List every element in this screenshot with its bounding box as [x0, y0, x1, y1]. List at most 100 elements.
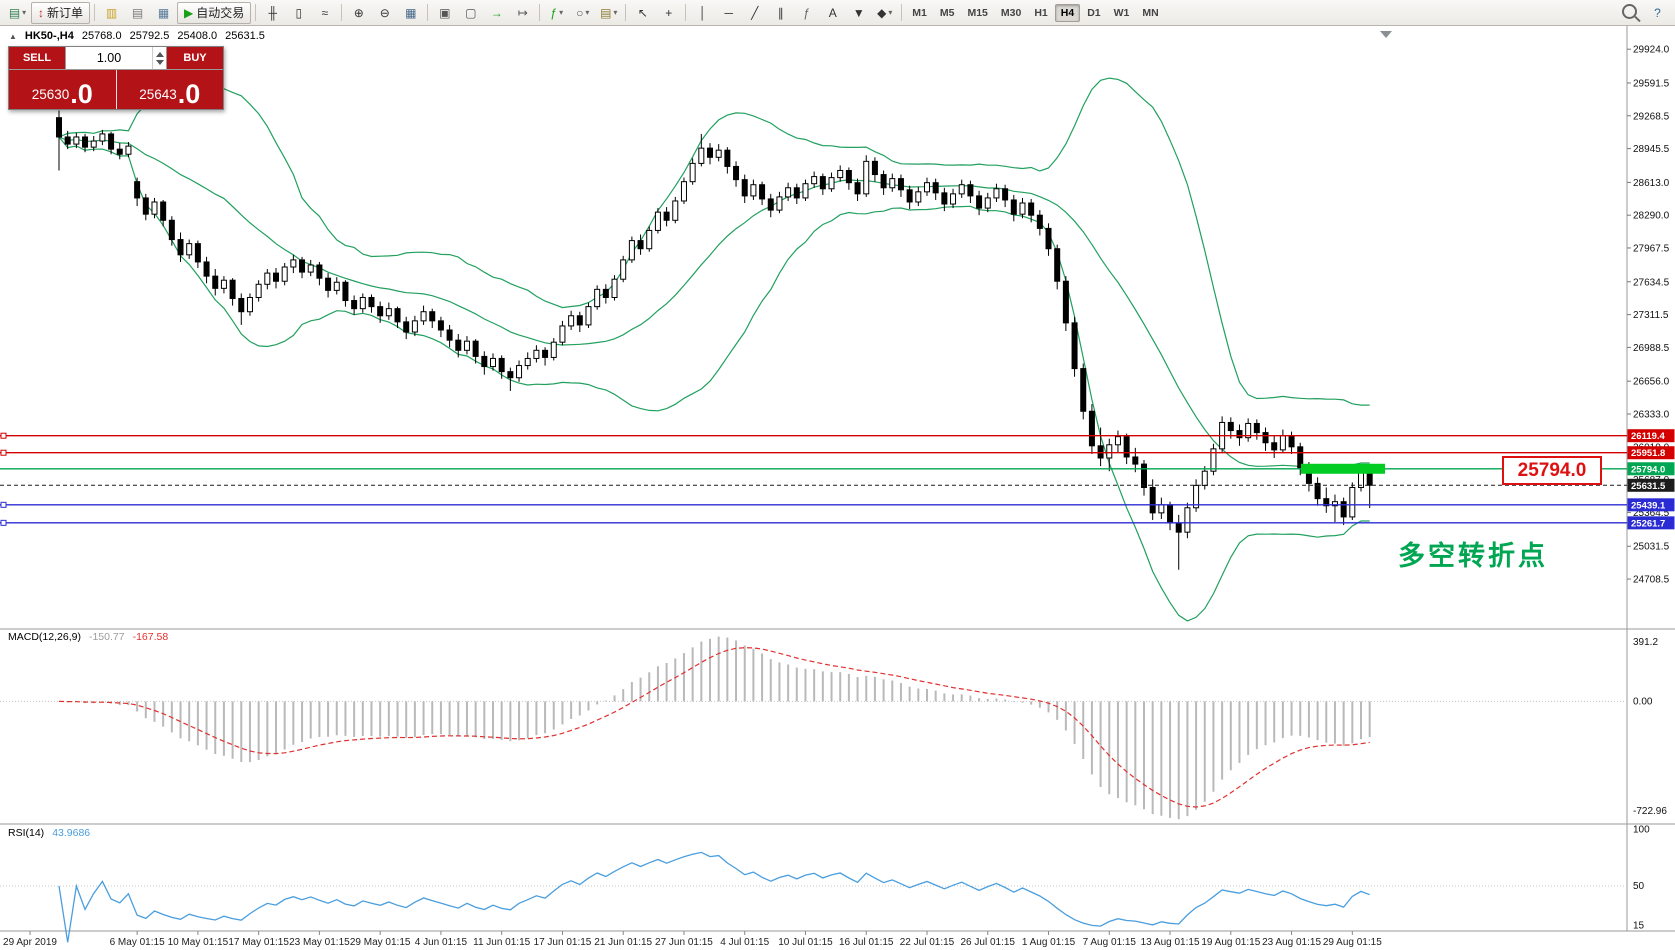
- chart-shift-icon-glyph: ↦: [517, 5, 528, 20]
- chart-shift-icon[interactable]: ↦: [510, 2, 535, 24]
- periods-list-icon-dropdown[interactable]: ▾: [585, 8, 590, 17]
- cascade-windows-icon[interactable]: ▢: [458, 2, 483, 24]
- cursor-tool-icon-glyph: ↖: [637, 5, 648, 20]
- timeframe-m15-button[interactable]: M15: [967, 6, 988, 19]
- price-callout-label[interactable]: 25794.0: [1502, 456, 1602, 485]
- templates-icon-dropdown[interactable]: ▾: [613, 8, 618, 17]
- svg-text:25364.5: 25364.5: [1633, 508, 1670, 519]
- bar-chart-type-icon[interactable]: ╫: [260, 2, 285, 24]
- autotrading-button-label: 自动交易: [196, 6, 245, 20]
- svg-text:28290.0: 28290.0: [1633, 211, 1670, 222]
- new-order-button-label: 新订单: [47, 6, 84, 20]
- svg-text:25261.7: 25261.7: [1631, 518, 1665, 529]
- new-order-button-glyph: ↕: [38, 5, 44, 20]
- templates-icon[interactable]: ▤ ▾: [596, 2, 621, 24]
- zoom-out-icon[interactable]: ⊖: [372, 2, 397, 24]
- new-chart-button-dropdown[interactable]: ▾: [22, 8, 27, 17]
- sell-price-button[interactable]: 25630.0: [9, 70, 117, 109]
- horizontal-line-tool-icon[interactable]: ─: [716, 2, 741, 24]
- new-chart-button[interactable]: ▤ ▾: [5, 2, 30, 24]
- trendline-tool-icon[interactable]: ╱: [742, 2, 767, 24]
- profiles-icon-glyph: ▥: [105, 5, 118, 20]
- market-watch-icon[interactable]: ▤: [125, 2, 150, 24]
- svg-text:26119.4: 26119.4: [1631, 431, 1666, 442]
- help-icon[interactable]: ?: [1645, 2, 1670, 24]
- svg-text:4 Jun 01:15: 4 Jun 01:15: [415, 937, 468, 948]
- toolbar-separator: [539, 4, 541, 21]
- svg-text:26988.5: 26988.5: [1633, 343, 1670, 354]
- periods-list-icon[interactable]: ○ ▾: [570, 2, 595, 24]
- svg-text:7 Aug 01:15: 7 Aug 01:15: [1083, 937, 1137, 948]
- timeframe-w1-button[interactable]: W1: [1113, 6, 1130, 19]
- sell-button[interactable]: SELL: [9, 47, 65, 69]
- bar-chart-type-icon-glyph: ╫: [268, 5, 278, 20]
- chart-shift-marker[interactable]: [1380, 31, 1392, 38]
- search-icon[interactable]: [1617, 2, 1644, 24]
- timeframe-d1-button[interactable]: D1: [1087, 6, 1101, 19]
- toolbar-separator: [685, 4, 687, 21]
- svg-text:25631.5: 25631.5: [1631, 481, 1666, 492]
- new-chart-button-glyph: ▤: [8, 5, 21, 20]
- new-order-button[interactable]: ↕ 新订单: [31, 1, 91, 24]
- vertical-line-tool-icon-glyph: │: [699, 5, 707, 20]
- cursor-tool-icon[interactable]: ↖: [630, 2, 655, 24]
- text-tool-icon[interactable]: A: [820, 2, 845, 24]
- fibonacci-tool-icon[interactable]: ƒ: [794, 2, 819, 24]
- data-window-icon[interactable]: ▦: [151, 2, 176, 24]
- line-chart-type-icon-glyph: ≈: [321, 5, 329, 20]
- volume-spinner[interactable]: [152, 47, 166, 69]
- svg-text:27 Jun 01:15: 27 Jun 01:15: [655, 937, 713, 948]
- indicators-list-icon-dropdown[interactable]: ▾: [559, 8, 564, 17]
- timeframe-m5-button[interactable]: M5: [939, 6, 955, 19]
- svg-text:17 May 01:15: 17 May 01:15: [228, 937, 289, 948]
- zoom-in-icon[interactable]: ⊕: [346, 2, 371, 24]
- candlestick-chart-type-icon-glyph: ▯: [295, 5, 303, 20]
- chart-region[interactable]: 29924.0 29591.5 29268.5 28945.5 28613.0 28290…: [0, 26, 1675, 950]
- timeframe-h1-button[interactable]: H1: [1034, 6, 1048, 19]
- timeframe-m30-button[interactable]: M30: [1000, 6, 1022, 19]
- timeframe-m1-button[interactable]: M1: [912, 6, 927, 19]
- highlight-rectangle-object[interactable]: [1301, 463, 1385, 474]
- svg-text:21 Jun 01:15: 21 Jun 01:15: [594, 937, 652, 948]
- vertical-line-tool-icon[interactable]: │: [690, 2, 715, 24]
- arrow-tool-icon[interactable]: ▼: [846, 2, 871, 24]
- buy-price-button[interactable]: 25643.0: [116, 70, 223, 109]
- volume-input[interactable]: 1.00: [65, 47, 167, 69]
- horizontal-line-tool-icon-glyph: ─: [724, 5, 734, 20]
- svg-text:27634.5: 27634.5: [1633, 277, 1670, 288]
- horizontal-line-objects[interactable]: [0, 432, 1627, 526]
- zoom-in-icon-glyph: ⊕: [353, 5, 364, 20]
- rsi-line: [58, 851, 1370, 943]
- macd-scale-zero: 0.00: [1633, 696, 1653, 707]
- shapes-tool-icon-dropdown[interactable]: ▾: [888, 8, 893, 17]
- cascade-windows-icon-glyph: ▢: [465, 5, 477, 20]
- channel-tool-icon[interactable]: ∥: [768, 2, 793, 24]
- periods-list-icon-glyph: ○: [576, 5, 584, 20]
- svg-text:6 May 01:15: 6 May 01:15: [110, 937, 165, 948]
- toolbar-separator: [341, 4, 343, 21]
- tile-windows-icon[interactable]: ▦: [398, 2, 423, 24]
- svg-text:25031.5: 25031.5: [1633, 542, 1670, 553]
- crosshair-tool-icon[interactable]: +: [656, 2, 681, 24]
- shapes-tool-icon[interactable]: ◆ ▾: [872, 2, 897, 24]
- profiles-icon[interactable]: ▥: [99, 2, 124, 24]
- macd-scale-bottom: -722.96: [1633, 806, 1667, 817]
- auto-scroll-icon[interactable]: →: [484, 2, 509, 24]
- svg-text:27967.5: 27967.5: [1633, 243, 1670, 254]
- timeframe-mn-button[interactable]: MN: [1142, 6, 1159, 19]
- line-chart-type-icon[interactable]: ≈: [312, 2, 337, 24]
- panel-separators: [0, 628, 1675, 933]
- chart-canvas[interactable]: 29924.0 29591.5 29268.5 28945.5 28613.0 28290…: [0, 26, 1675, 950]
- annotation-text[interactable]: 多空转折点: [1398, 541, 1548, 571]
- autotrading-button[interactable]: ▶ 自动交易: [177, 1, 252, 24]
- time-axis[interactable]: 29 Apr 2019 6 May 01:15 10 May 01:15 17 May…: [3, 931, 1382, 948]
- timeframe-h4-button[interactable]: H4: [1054, 3, 1081, 22]
- indicators-list-icon[interactable]: ƒ ▾: [544, 2, 569, 24]
- arrange-windows-icon[interactable]: ▣: [432, 2, 457, 24]
- collapse-panel-icon[interactable]: ▲: [9, 32, 17, 41]
- svg-text:24708.5: 24708.5: [1633, 575, 1670, 586]
- shapes-tool-icon-glyph: ◆: [877, 5, 887, 20]
- buy-button[interactable]: BUY: [167, 47, 223, 69]
- svg-text:29924.0: 29924.0: [1633, 45, 1670, 56]
- candlestick-chart-type-icon[interactable]: ▯: [286, 2, 311, 24]
